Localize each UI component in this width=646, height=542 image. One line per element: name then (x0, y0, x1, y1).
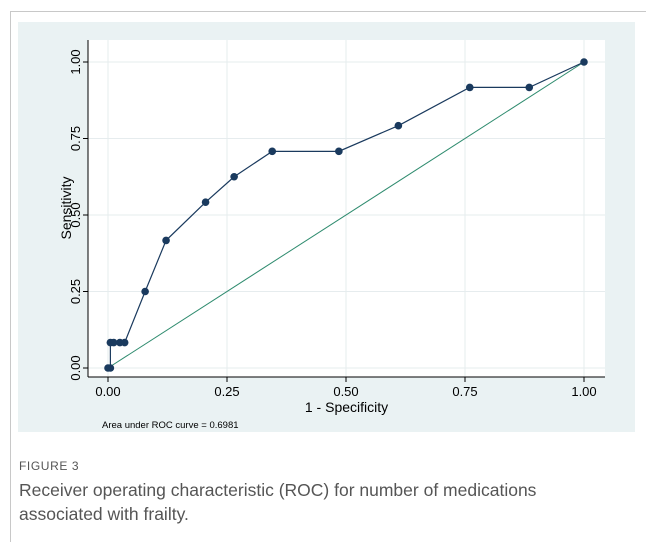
data-points (104, 58, 588, 372)
reference-line (107, 61, 585, 369)
y-tick-label: 1.00 (68, 49, 83, 74)
roc-point (162, 236, 170, 245)
y-tick-label: 0.00 (68, 355, 83, 380)
ticks: 0.00 0.25 0.50 0.75 1.00 0.00 0.25 0.50 0.75 1.00 (68, 49, 597, 399)
roc-point (120, 338, 129, 347)
roc-point (525, 83, 534, 92)
x-tick-label: 0.25 (214, 384, 239, 399)
roc-point (268, 147, 277, 156)
roc-point (201, 198, 210, 206)
roc-point (109, 338, 118, 347)
figure-caption: Receiver operating characteristic (ROC) … (19, 480, 537, 524)
y-tick-label: 0.50 (68, 202, 83, 227)
roc-point (141, 287, 149, 296)
roc-point (335, 147, 343, 156)
y-tick-label: 0.25 (68, 279, 83, 304)
figure-frame-left (10, 11, 11, 542)
y-tick-label: 0.75 (68, 126, 83, 151)
figure-label: FIGURE 3 (19, 459, 80, 473)
x-tick-label: 0.00 (95, 384, 120, 399)
auc-annotation: Area under ROC curve = 0.6981 (102, 420, 239, 431)
y-axis-label: Sensitivity (58, 176, 74, 239)
grid (88, 40, 605, 377)
roc-point (580, 58, 588, 66)
x-tick-label: 0.50 (333, 384, 358, 399)
roc-point (230, 172, 238, 181)
roc-point (465, 83, 474, 92)
x-tick-label: 0.75 (452, 384, 477, 399)
roc-point (106, 364, 115, 372)
roc-point (394, 121, 403, 130)
figure-frame-top (10, 11, 646, 12)
x-tick-label: 1.00 (571, 384, 596, 399)
x-axis-label: 1 - Specificity (305, 399, 388, 415)
